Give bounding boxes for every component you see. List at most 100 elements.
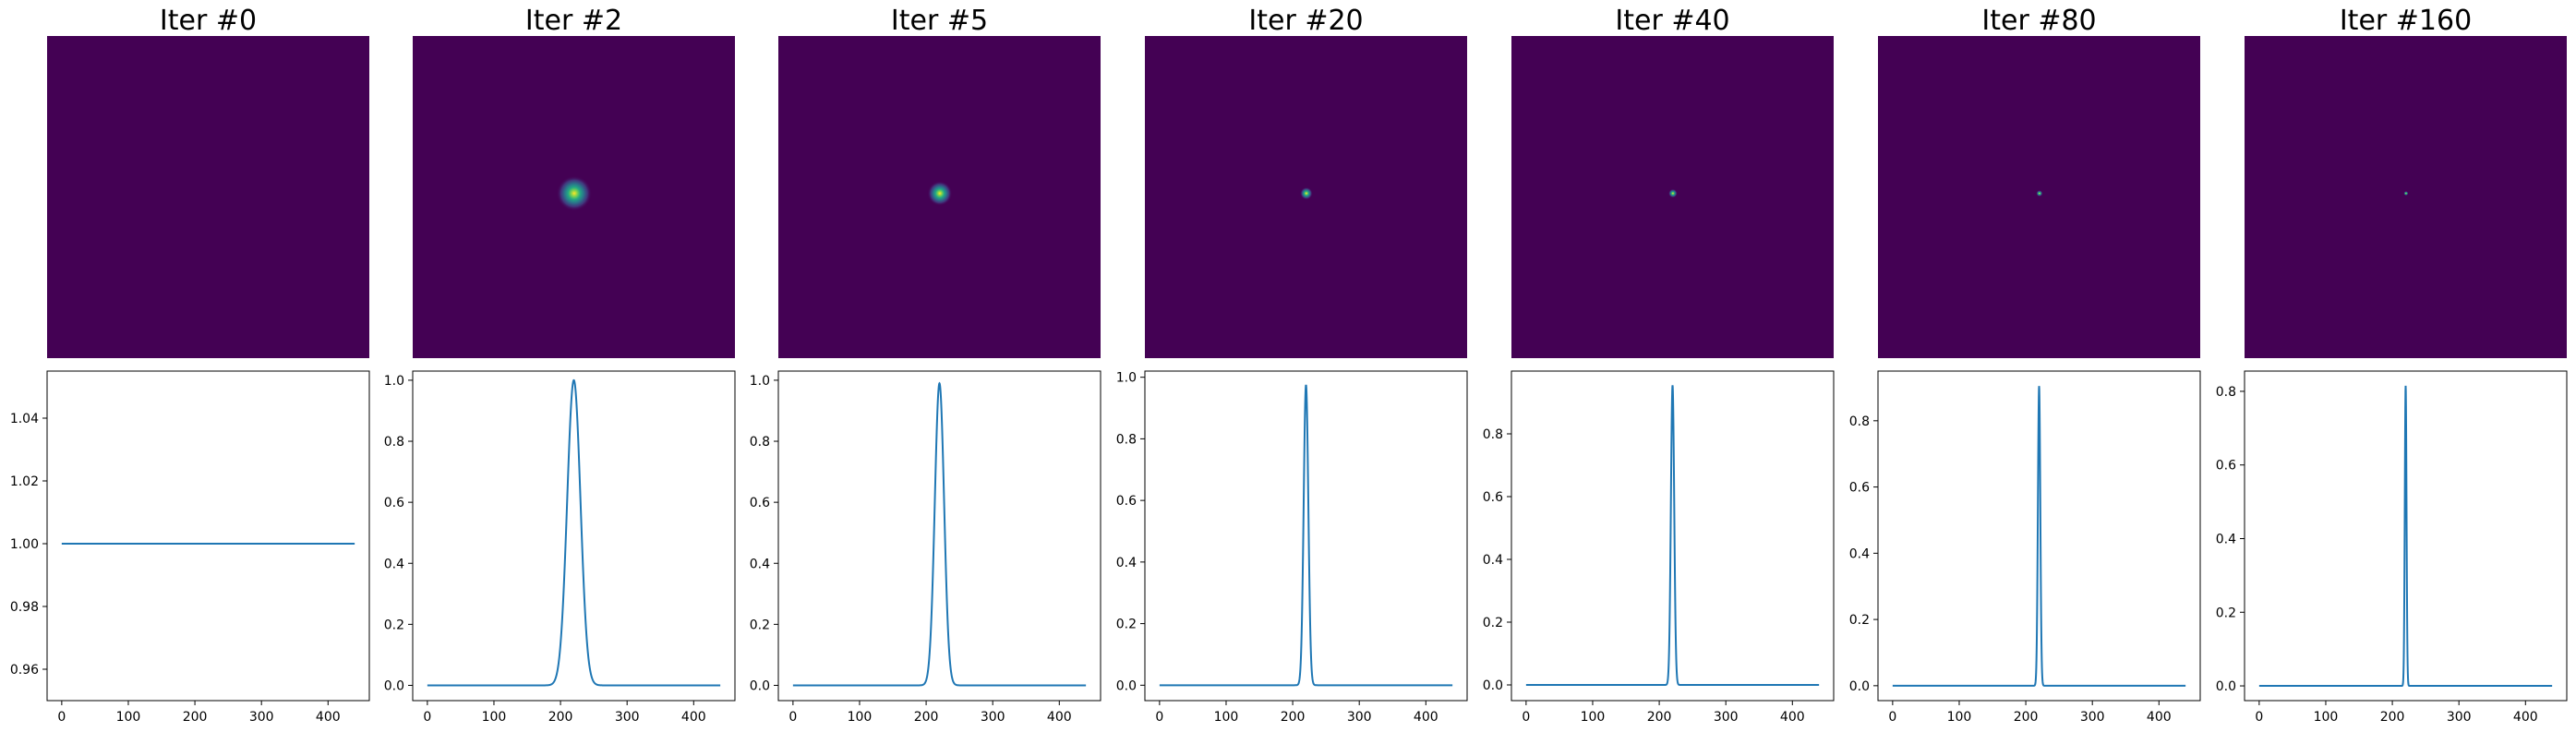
x-tick-label: 400 [2147,710,2172,725]
y-tick-label: 0.4 [1483,553,1503,568]
series-line [1892,386,2186,687]
heatmap [1511,36,1834,358]
y-tick-label: 0.2 [1116,618,1137,632]
y-tick-label: 0.4 [1116,556,1137,570]
x-tick-label: 200 [183,710,208,725]
y-tick-label: 1.0 [1116,371,1137,386]
panel-title: Iter #5 [891,5,988,37]
y-tick-label: 0.96 [10,663,39,678]
x-tick-label: 100 [482,710,507,725]
x-tick-label: 300 [1347,710,1372,725]
line-axes: 0 100 200 300 400 0.96 0.98 1.00 1.02 1.04 [10,370,370,725]
y-tick-label: 0.6 [2216,459,2236,474]
panel-5: Iter #80 0 100 200 300 400 0.0 0.2 0.4 0.6 0.8 [1849,5,2201,725]
y-tick-label: 1.04 [10,412,39,426]
x-tick-label: 400 [2513,710,2538,725]
heatmap [413,36,735,358]
series-line [1159,384,1453,687]
x-tick-label: 100 [848,710,873,725]
panel-title: Iter #2 [525,5,622,37]
y-tick-label: 0.2 [1849,613,1870,628]
y-tick-label: 0.8 [1849,414,1870,429]
heatmap-peak-spot [556,175,592,211]
y-tick-label: 0.6 [750,496,770,510]
x-tick-label: 300 [1714,710,1739,725]
x-tick-label: 400 [1780,710,1805,725]
y-tick-label: 1.0 [384,374,404,389]
panel-1: Iter #2 0 100 200 300 400 0.0 0.2 0.4 0.6 0.8 1.0 [384,5,736,725]
y-tick-label: 1.02 [10,474,39,489]
y-tick-label: 0.6 [1483,490,1503,505]
y-tick-label: 0.8 [384,435,404,450]
x-tick-label: 100 [1947,710,1972,725]
panel-6: Iter #160 0 100 200 300 400 0.0 0.2 0.4 0.6 0.8 [2216,5,2568,725]
x-tick-label: 0 [788,710,797,725]
x-tick-label: 300 [2080,710,2105,725]
line-axes: 0 100 200 300 400 0.0 0.2 0.4 0.6 0.8 [1483,370,1835,725]
x-tick-label: 200 [2014,710,2039,725]
y-tick-label: 0.6 [1849,481,1870,496]
y-tick-label: 1.00 [10,537,39,552]
heatmap-background [1878,36,2200,358]
x-tick-label: 300 [981,710,1005,725]
heatmap-peak-spot [1300,186,1313,200]
heatmap-background [47,36,369,358]
x-tick-label: 200 [2380,710,2405,725]
y-tick-label: 0.0 [1849,679,1870,694]
x-tick-label: 0 [57,710,66,725]
y-tick-label: 0.8 [1116,432,1137,447]
heatmap [1145,36,1467,358]
y-tick-label: 0.0 [384,678,404,693]
panel-2: Iter #5 0 100 200 300 400 0.0 0.2 0.4 0.6 0.8 1.0 [750,5,1101,725]
y-tick-label: 0.2 [1483,616,1503,630]
y-tick-label: 0.0 [2216,679,2236,694]
heatmap-peak-spot [2036,190,2043,197]
line-axes: 0 100 200 300 400 0.0 0.2 0.4 0.6 0.8 1.0 [384,370,736,725]
y-tick-label: 0.0 [750,678,770,693]
panel-title: Iter #20 [1248,5,1363,37]
y-tick-label: 0.4 [2216,532,2236,546]
y-tick-label: 0.2 [384,618,404,632]
heatmap-peak-spot [1668,188,1678,198]
x-tick-label: 100 [2314,710,2339,725]
y-tick-label: 0.8 [2216,385,2236,400]
series-line [427,378,721,687]
y-tick-label: 0.4 [384,557,404,571]
x-tick-label: 400 [1414,710,1438,725]
y-tick-label: 0.8 [1483,427,1503,442]
x-tick-label: 300 [249,710,274,725]
y-tick-label: 0.0 [1483,678,1503,693]
axes-frame [1144,370,1468,702]
panel-title: Iter #160 [2340,5,2472,37]
axes-frame [46,370,370,702]
heatmap [778,36,1101,358]
x-tick-label: 0 [1155,710,1163,725]
x-tick-label: 200 [548,710,573,725]
panel-4: Iter #40 0 100 200 300 400 0.0 0.2 0.4 0.6 0.8 [1483,5,1835,725]
panel-3: Iter #20 0 100 200 300 400 0.0 0.2 0.4 0.6 0.8 1.0 [1116,5,1468,725]
panel-title: Iter #40 [1615,5,1729,37]
heatmap-peak-spot [927,181,953,206]
line-axes: 0 100 200 300 400 0.0 0.2 0.4 0.6 0.8 [1849,370,2201,725]
heatmap [2245,36,2567,358]
x-tick-label: 200 [914,710,939,725]
y-tick-label: 0.4 [1849,546,1870,561]
x-tick-label: 400 [316,710,341,725]
panel-title: Iter #80 [1981,5,2096,37]
y-tick-label: 0.6 [384,496,404,510]
y-tick-label: 0.2 [750,618,770,632]
heatmap-peak-spot [2403,191,2409,196]
series-line [1525,385,1820,686]
y-tick-label: 0.0 [1116,678,1137,693]
panel-title: Iter #0 [160,5,257,37]
x-tick-label: 200 [1281,710,1306,725]
axes-frame [412,370,736,702]
y-tick-label: 0.8 [750,435,770,450]
series-line [2258,385,2553,688]
x-tick-label: 100 [1214,710,1239,725]
heatmap [1878,36,2200,358]
line-axes: 0 100 200 300 400 0.0 0.2 0.4 0.6 0.8 [2216,370,2568,725]
heatmap-background [2245,36,2567,358]
y-tick-label: 0.2 [2216,606,2236,620]
